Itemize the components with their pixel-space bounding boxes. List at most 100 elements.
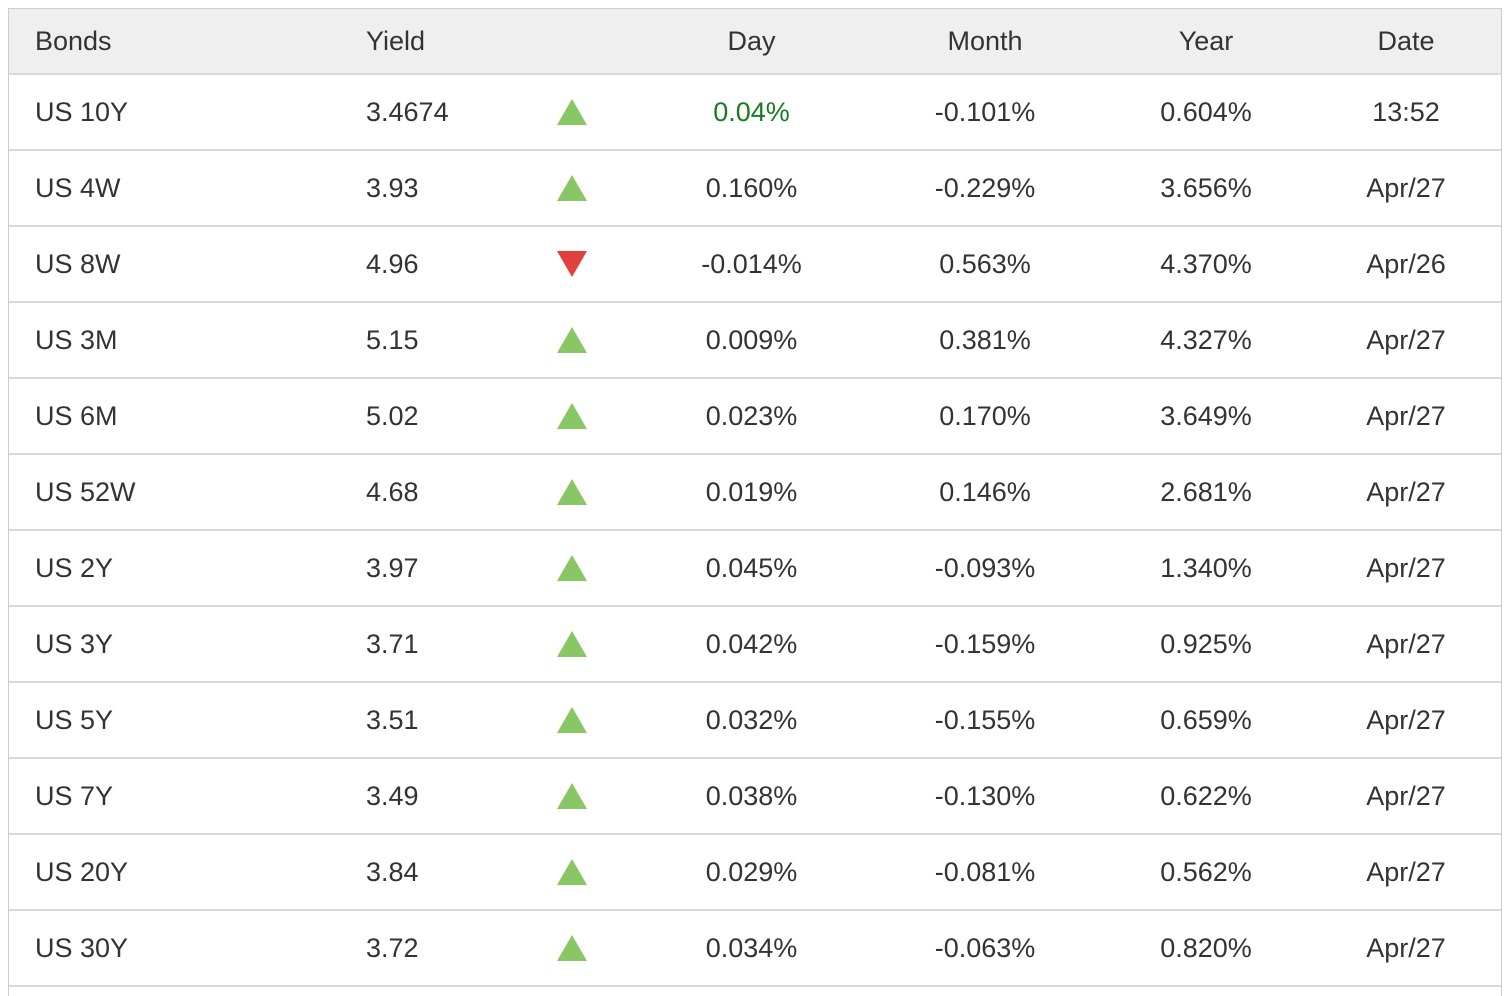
table-row[interactable]: US 7Y 3.49 0.038% -0.130% 0.622% Apr/27 — [9, 757, 1501, 833]
header-yield[interactable]: Yield — [366, 25, 426, 56]
quote-date: Apr/27 — [1366, 476, 1446, 507]
month-change: 0.381% — [939, 324, 1031, 355]
arrow-up-icon — [556, 479, 587, 505]
bond-yield: 3.4674 — [366, 96, 449, 127]
year-change: 4.370% — [1160, 248, 1252, 279]
month-change: -0.081% — [934, 856, 1036, 887]
table-row[interactable]: US 52W 4.68 0.019% 0.146% 2.681% Apr/27 — [9, 453, 1501, 529]
bond-yield: 3.84 — [366, 856, 419, 887]
table-row[interactable]: US 6M 5.02 0.023% 0.170% 3.649% Apr/27 — [9, 377, 1501, 453]
quote-date: Apr/27 — [1366, 400, 1446, 431]
table-row[interactable]: US 2Y 3.97 0.045% -0.093% 1.340% Apr/27 — [9, 529, 1501, 605]
arrow-up-icon — [556, 935, 587, 961]
quote-date: Apr/26 — [1366, 248, 1446, 279]
table-row[interactable]: US 8W 4.96 -0.014% 0.563% 4.370% Apr/26 — [9, 225, 1501, 301]
bond-name: US 20Y — [35, 856, 129, 887]
quote-date: Apr/27 — [1366, 780, 1446, 811]
table-row-partial — [9, 985, 1501, 996]
year-change: 4.327% — [1160, 324, 1252, 355]
table-row[interactable]: US 3M 5.15 0.009% 0.381% 4.327% Apr/27 — [9, 301, 1501, 377]
arrow-up-icon — [556, 555, 587, 581]
arrow-up-icon — [556, 859, 587, 885]
day-change: 0.029% — [705, 856, 798, 887]
table-row[interactable]: US 30Y 3.72 0.034% -0.063% 0.820% Apr/27 — [9, 909, 1501, 985]
month-change: -0.155% — [934, 704, 1036, 735]
bond-yield: 3.49 — [366, 780, 419, 811]
quote-date: 13:52 — [1372, 96, 1440, 127]
quote-date: Apr/27 — [1366, 628, 1446, 659]
arrow-up-icon — [556, 99, 587, 125]
year-change: 0.622% — [1160, 780, 1252, 811]
quote-date: Apr/27 — [1366, 172, 1446, 203]
year-change: 0.659% — [1160, 704, 1252, 735]
month-change: -0.229% — [934, 172, 1036, 203]
year-change: 0.604% — [1160, 96, 1252, 127]
header-bonds[interactable]: Bonds — [35, 25, 112, 56]
bond-yield: 3.71 — [366, 628, 419, 659]
header-year[interactable]: Year — [1178, 25, 1234, 56]
bond-yield: 4.68 — [366, 476, 419, 507]
table-body: US 10Y 3.4674 0.04% -0.101% 0.604% 13:52… — [9, 73, 1501, 985]
bond-name: US 52W — [35, 476, 136, 507]
day-change: 0.042% — [705, 628, 798, 659]
table-header-row: Bonds Yield Day Month Year Date — [9, 9, 1501, 73]
bond-yield: 5.02 — [366, 400, 419, 431]
table-row[interactable]: US 10Y 3.4674 0.04% -0.101% 0.604% 13:52 — [9, 73, 1501, 149]
month-change: 0.563% — [939, 248, 1031, 279]
month-change: -0.159% — [934, 628, 1036, 659]
day-change: 0.160% — [705, 172, 798, 203]
bond-yield: 3.72 — [366, 932, 419, 963]
bond-yield: 5.15 — [366, 324, 419, 355]
month-change: -0.101% — [934, 96, 1036, 127]
quote-date: Apr/27 — [1366, 324, 1446, 355]
year-change: 0.925% — [1160, 628, 1252, 659]
quote-date: Apr/27 — [1366, 704, 1446, 735]
quote-date: Apr/27 — [1366, 856, 1446, 887]
header-month[interactable]: Month — [947, 25, 1023, 56]
arrow-up-icon — [556, 327, 587, 353]
month-change: 0.170% — [939, 400, 1031, 431]
arrow-up-icon — [556, 783, 587, 809]
bond-name: US 4W — [35, 172, 121, 203]
bonds-table: Bonds Yield Day Month Year Date US 10Y 3… — [8, 8, 1502, 996]
day-change: 0.045% — [705, 552, 798, 583]
year-change: 3.649% — [1160, 400, 1252, 431]
year-change: 3.656% — [1160, 172, 1252, 203]
arrow-up-icon — [556, 403, 587, 429]
bond-name: US 3M — [35, 324, 118, 355]
arrow-up-icon — [556, 175, 587, 201]
day-change: 0.009% — [705, 324, 798, 355]
quote-date: Apr/27 — [1366, 932, 1446, 963]
month-change: -0.130% — [934, 780, 1036, 811]
year-change: 2.681% — [1160, 476, 1252, 507]
day-change: 0.038% — [705, 780, 798, 811]
day-change: 0.034% — [705, 932, 798, 963]
bond-name: US 7Y — [35, 780, 114, 811]
month-change: -0.093% — [934, 552, 1036, 583]
bond-name: US 2Y — [35, 552, 114, 583]
bond-yield: 3.51 — [366, 704, 419, 735]
bond-name: US 30Y — [35, 932, 129, 963]
header-date[interactable]: Date — [1377, 25, 1435, 56]
table-row[interactable]: US 20Y 3.84 0.029% -0.081% 0.562% Apr/27 — [9, 833, 1501, 909]
day-change: 0.019% — [705, 476, 798, 507]
year-change: 1.340% — [1160, 552, 1252, 583]
bond-yield: 4.96 — [366, 248, 419, 279]
table-row[interactable]: US 3Y 3.71 0.042% -0.159% 0.925% Apr/27 — [9, 605, 1501, 681]
day-change: 0.023% — [705, 400, 798, 431]
month-change: 0.146% — [939, 476, 1031, 507]
header-day[interactable]: Day — [727, 25, 776, 56]
bond-name: US 8W — [35, 248, 121, 279]
table-row[interactable]: US 4W 3.93 0.160% -0.229% 3.656% Apr/27 — [9, 149, 1501, 225]
table-row[interactable]: US 5Y 3.51 0.032% -0.155% 0.659% Apr/27 — [9, 681, 1501, 757]
bond-name: US 5Y — [35, 704, 114, 735]
day-change: 0.04% — [713, 96, 790, 127]
bond-name: US 10Y — [35, 96, 129, 127]
year-change: 0.562% — [1160, 856, 1252, 887]
bond-yield: 3.93 — [366, 172, 419, 203]
arrow-up-icon — [556, 707, 587, 733]
bond-yield: 3.97 — [366, 552, 419, 583]
day-change: -0.014% — [701, 248, 802, 279]
day-change: 0.032% — [705, 704, 798, 735]
year-change: 0.820% — [1160, 932, 1252, 963]
